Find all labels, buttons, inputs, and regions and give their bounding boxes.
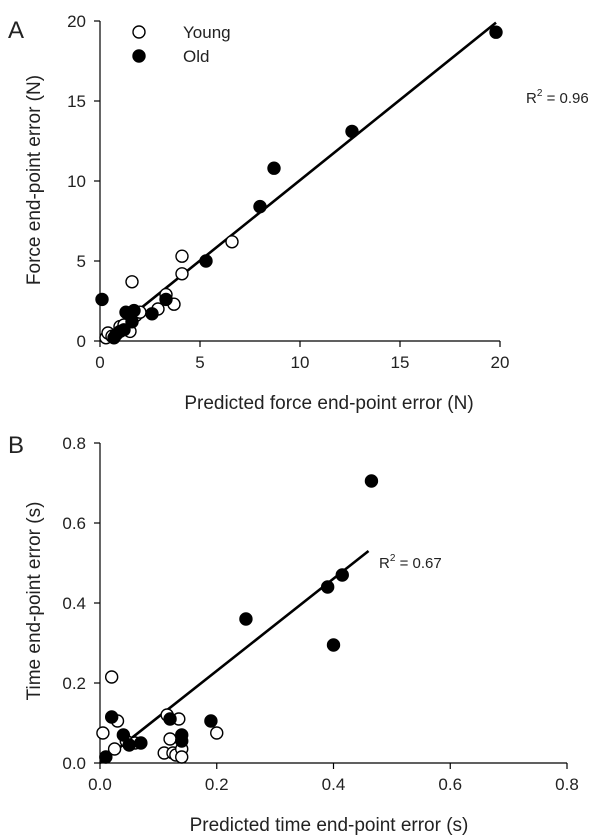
- panel-b-old-point: [175, 734, 189, 748]
- panel-b-x-tick-label: 0.4: [322, 775, 346, 794]
- panel-b-young-point: [96, 726, 110, 740]
- panel-a-old-point: [145, 307, 159, 321]
- panel-a-young-point: [175, 249, 189, 263]
- panel-b-young-point: [210, 726, 224, 740]
- panel-b-x-tick-label: 0.6: [438, 775, 462, 794]
- panel-a-old-point: [95, 292, 109, 307]
- panel-a-fit-line: [99, 21, 497, 343]
- panel-b-old-point: [335, 568, 349, 582]
- panel-a-old-point: [489, 25, 503, 39]
- panel-b-old-point: [163, 712, 177, 726]
- legend-old-label: Old: [183, 47, 209, 66]
- panel-a: A 0 5 10 15 20 0 5 10 15 20 Young Old R2 = 0.96 P…: [8, 12, 589, 414]
- panel-a-old-point: [199, 254, 213, 268]
- legend-old-marker: [132, 49, 146, 63]
- panel-a-x-tick-label: 20: [491, 353, 510, 372]
- panel-b-x-tick-label: 0.2: [205, 775, 229, 794]
- panel-a-old-point: [253, 199, 267, 214]
- panel-b-ticks: 0.0 0.2 0.4 0.6 0.8 0.0 0.2 0.4 0.6 0.8: [62, 434, 578, 794]
- panel-a-y-tick-label: 15: [67, 92, 86, 111]
- panel-b-old-point: [364, 474, 379, 488]
- panel-a-old-point: [159, 292, 173, 307]
- panel-b-x-tick-label: 0.0: [88, 775, 112, 794]
- panel-b-old-point: [99, 750, 113, 764]
- panel-a-x-tick-label: 0: [95, 353, 104, 372]
- panel-b-young-point: [175, 750, 189, 764]
- panel-b-old-point: [122, 738, 136, 752]
- panel-b-y-axis-label: Time end-point error (s): [24, 502, 45, 701]
- panel-a-r2-annotation: R2 = 0.96: [526, 88, 589, 107]
- panel-a-points: [95, 25, 503, 345]
- panel-a-y-tick-label: 0: [77, 332, 86, 351]
- panel-a-young-point: [125, 275, 139, 289]
- panel-a-x-tick-label: 5: [195, 353, 204, 372]
- legend: Young Old: [132, 23, 231, 66]
- panel-b-old-point: [204, 714, 218, 728]
- panel-a-ticks: 0 5 10 15 20 0 5 10 15 20: [67, 12, 509, 372]
- legend-young-marker: [132, 25, 146, 39]
- panel-a-old-point: [267, 161, 281, 175]
- panel-b-y-tick-label: 0.8: [62, 434, 86, 453]
- panel-a-old-point: [117, 323, 131, 337]
- panel-a-y-tick-label: 10: [67, 172, 86, 191]
- panel-a-x-tick-label: 15: [391, 353, 410, 372]
- panel-a-x-axis-label: Predicted force end-point error (N): [184, 393, 473, 414]
- legend-young-label: Young: [183, 23, 231, 42]
- panel-b-points: [96, 474, 379, 764]
- panel-a-y-tick-label: 5: [77, 252, 86, 271]
- panel-b-y-tick-label: 0.6: [62, 514, 86, 533]
- panel-a-x-tick-label: 10: [291, 353, 310, 372]
- panel-b-r2-annotation: R2 = 0.67: [379, 553, 442, 572]
- panel-b-old-point: [239, 612, 253, 626]
- panel-b-young-point: [107, 742, 122, 756]
- panel-a-young-point: [225, 235, 239, 249]
- panel-a-old-point: [125, 315, 139, 329]
- panel-b-y-tick-label: 0.0: [62, 754, 86, 773]
- panel-b-old-point: [104, 710, 119, 724]
- panel-b: B 0.0 0.2 0.4 0.6 0.8 0.0 0.2 0.4 0.6 0.8 R2 = 0.…: [8, 432, 579, 836]
- panel-a-label: A: [8, 17, 24, 44]
- panel-a-young-point: [175, 267, 189, 281]
- panel-a-y-axis-label: Force end-point error (N): [24, 75, 45, 285]
- panel-b-x-axis-label: Predicted time end-point error (s): [190, 815, 469, 836]
- panel-b-old-point: [116, 728, 131, 742]
- panel-b-young-point: [163, 732, 177, 746]
- panel-b-old-point: [320, 580, 335, 594]
- panel-b-x-tick-label: 0.8: [555, 775, 579, 794]
- panel-b-young-point: [104, 670, 119, 684]
- panel-b-y-tick-label: 0.2: [62, 674, 86, 693]
- panel-a-old-point: [345, 124, 359, 139]
- panel-b-y-tick-label: 0.4: [62, 594, 86, 613]
- panel-b-old-point: [326, 638, 341, 652]
- panel-a-y-tick-label: 20: [67, 12, 86, 31]
- panel-a-old-point: [127, 303, 141, 318]
- panel-b-label: B: [8, 432, 24, 459]
- panel-b-old-point: [134, 736, 148, 750]
